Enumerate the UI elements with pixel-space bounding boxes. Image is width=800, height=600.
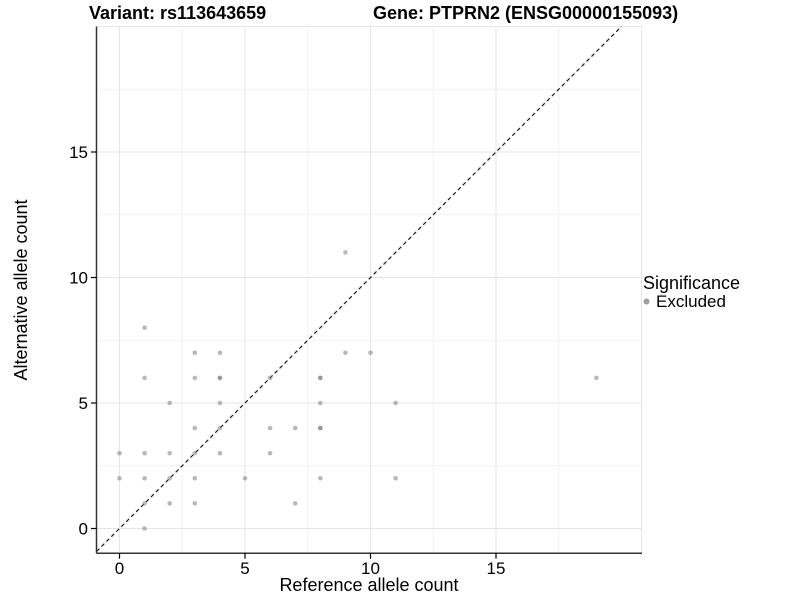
data-point (167, 450, 172, 456)
y-tick-label: 5 (79, 394, 88, 413)
legend-key-dot-icon (643, 298, 650, 305)
y-tick-label: 15 (69, 143, 88, 162)
x-tick-label: 15 (487, 559, 506, 578)
legend: Significance Excluded (643, 273, 740, 311)
x-tick-label: 10 (361, 559, 380, 578)
data-point (167, 400, 172, 406)
data-point (192, 476, 198, 481)
data-point (267, 425, 273, 431)
data-point (267, 375, 273, 381)
data-point (393, 476, 398, 481)
data-point (142, 325, 147, 331)
data-point (117, 450, 122, 456)
plot-title-variant: Variant: rs113643659 (89, 3, 266, 23)
x-axis-ticks: 0 5 10 15 (115, 553, 506, 578)
data-point (192, 450, 198, 456)
identity-line (96, 26, 622, 552)
data-point (142, 526, 147, 531)
data-point (318, 476, 323, 481)
data-point (343, 250, 348, 255)
data-point (343, 350, 348, 356)
data-point (217, 350, 223, 356)
data-point (117, 476, 122, 481)
data-point (167, 476, 172, 481)
data-point (142, 375, 147, 381)
data-point (393, 400, 398, 406)
data-point (192, 501, 198, 506)
data-point (192, 350, 198, 356)
data-point (217, 375, 223, 381)
data-point (167, 501, 172, 506)
x-axis-label: Reference allele count (279, 575, 458, 595)
data-point (142, 450, 147, 456)
data-point (318, 375, 323, 381)
data-point (192, 425, 198, 431)
data-points (117, 250, 599, 531)
data-point (267, 450, 273, 456)
y-tick-label: 10 (69, 269, 88, 288)
data-point (242, 476, 248, 481)
y-axis-label: Alternative allele count (11, 199, 31, 380)
x-tick-label: 5 (240, 559, 249, 578)
x-tick-label: 0 (115, 559, 124, 578)
data-point (318, 425, 323, 431)
y-axis-ticks: 0 5 10 15 (69, 143, 97, 539)
data-point (594, 375, 599, 381)
data-point (318, 400, 323, 406)
data-point (217, 425, 223, 431)
data-point (217, 400, 223, 406)
major-gridlines (96, 25, 642, 554)
y-tick-label: 0 (79, 520, 88, 539)
data-point (217, 450, 223, 456)
legend-item-label: Excluded (656, 292, 726, 311)
data-point (142, 501, 147, 506)
minor-gridlines (96, 26, 642, 554)
legend-title: Significance (643, 273, 740, 293)
plot-title-gene: Gene: PTPRN2 (ENSG00000155093) (373, 3, 678, 23)
data-point (142, 476, 147, 481)
data-point (292, 501, 298, 506)
data-point (368, 350, 373, 356)
data-point (292, 425, 298, 431)
data-point (192, 375, 198, 381)
